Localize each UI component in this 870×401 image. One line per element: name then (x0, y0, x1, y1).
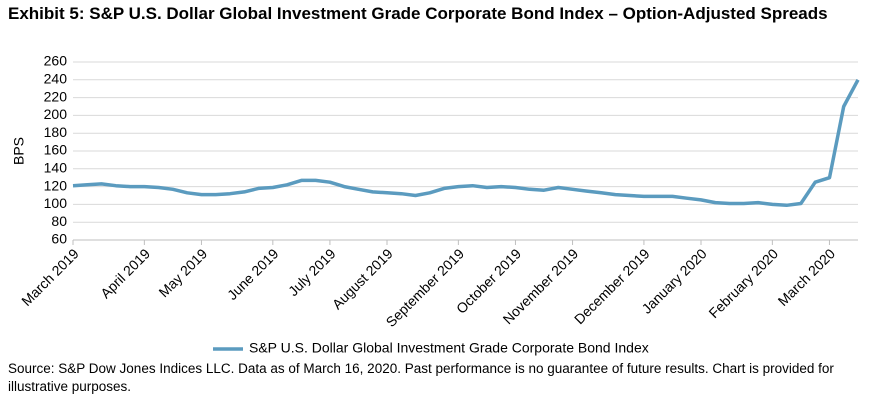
y-tick-label: 100 (44, 195, 68, 211)
y-tick-label: 200 (44, 106, 68, 122)
y-tick-label: 60 (51, 231, 67, 247)
series-line (72, 78, 860, 208)
x-tick-label: December 2019 (571, 245, 653, 327)
x-tick-label: June 2019 (224, 245, 282, 303)
legend-label: S&P U.S. Dollar Global Investment Grade … (249, 340, 649, 356)
chart-title: Exhibit 5: S&P U.S. Dollar Global Invest… (8, 4, 828, 23)
x-tick-label: July 2019 (285, 245, 339, 299)
x-tick-label: May 2019 (155, 245, 210, 300)
source-note: Source: S&P Dow Jones Indices LLC. Data … (8, 361, 834, 394)
x-tick-label: April 2019 (97, 245, 153, 301)
y-tick-label: 180 (44, 124, 68, 140)
x-tick-label: September 2019 (383, 245, 468, 330)
y-tick-label: 240 (44, 71, 68, 87)
y-tick-label: 220 (44, 88, 68, 104)
x-tick-label: March 2019 (18, 245, 82, 309)
y-tick-label: 140 (44, 160, 68, 176)
x-tick-label: March 2020 (775, 245, 839, 309)
y-tick-label: 120 (44, 177, 68, 193)
x-tick-label: February 2020 (705, 245, 781, 321)
x-tick-label: August 2019 (329, 245, 396, 312)
y-tick-label: 160 (44, 142, 68, 158)
y-tick-label: 260 (44, 53, 68, 69)
y-tick-label: 80 (51, 213, 67, 229)
y-axis-label: BPS (11, 137, 27, 165)
